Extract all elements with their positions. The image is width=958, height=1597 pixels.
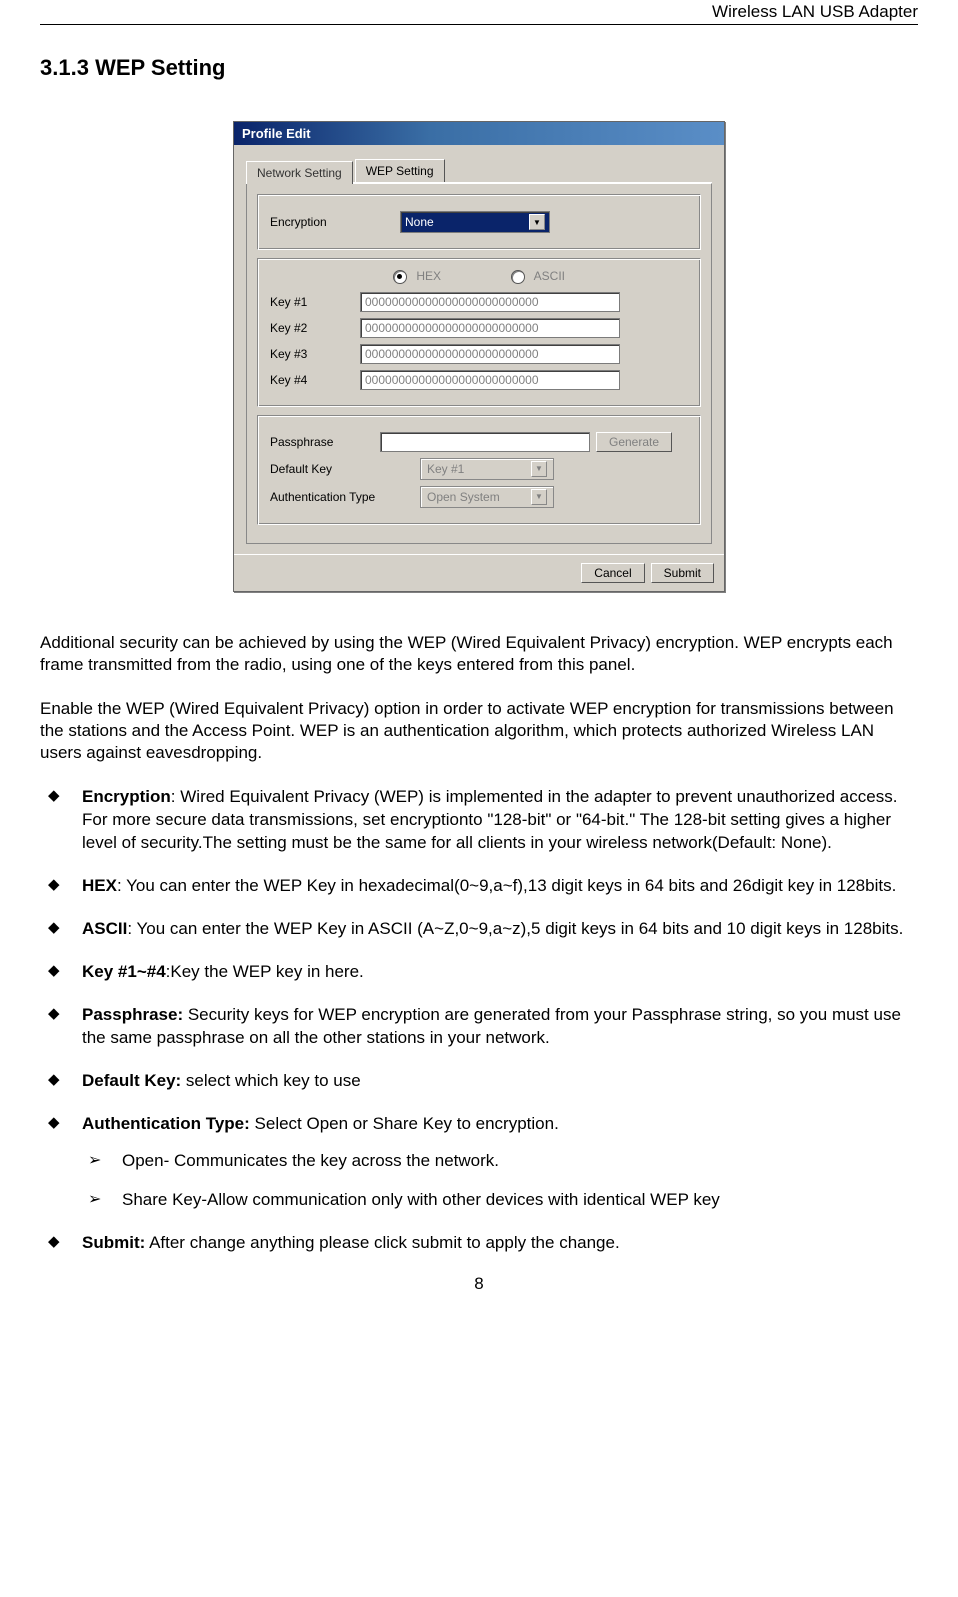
section-name: WEP Setting xyxy=(95,55,225,80)
header-product: Wireless LAN USB Adapter xyxy=(40,0,918,25)
bullet-encryption: Encryption: Wired Equivalent Privacy (WE… xyxy=(40,786,918,855)
key2-input[interactable] xyxy=(360,318,620,338)
radio-hex-label: HEX xyxy=(416,269,441,283)
radio-ascii[interactable]: ASCII xyxy=(511,269,565,284)
bullet-text: : You can enter the WEP Key in hexadecim… xyxy=(117,876,896,895)
bullet-term: HEX xyxy=(82,876,117,895)
bullet-text: : You can enter the WEP Key in ASCII (A~… xyxy=(127,919,903,938)
dialog-titlebar: Profile Edit xyxy=(234,122,724,145)
default-key-select[interactable]: Key #1 ▼ xyxy=(420,458,554,480)
auth-type-label: Authentication Type xyxy=(270,490,420,504)
submit-button[interactable]: Submit xyxy=(651,563,714,583)
bullet-default-key: Default Key: select which key to use xyxy=(40,1070,918,1093)
paragraph-2: Enable the WEP (Wired Equivalent Privacy… xyxy=(40,698,918,764)
encryption-select[interactable]: None ▼ xyxy=(400,211,550,233)
bullet-term: Passphrase: xyxy=(82,1005,183,1024)
bullet-term: Submit: xyxy=(82,1233,145,1252)
chevron-down-icon: ▼ xyxy=(529,214,545,230)
bullet-ascii: ASCII: You can enter the WEP Key in ASCI… xyxy=(40,918,918,941)
key3-label: Key #3 xyxy=(270,347,360,361)
passphrase-input[interactable] xyxy=(380,432,590,452)
bullet-passphrase: Passphrase: Security keys for WEP encryp… xyxy=(40,1004,918,1050)
auth-type-select[interactable]: Open System ▼ xyxy=(420,486,554,508)
section-number: 3.1.3 xyxy=(40,55,89,80)
bullet-text: :Key the WEP key in here. xyxy=(166,962,364,981)
section-title: 3.1.3 WEP Setting xyxy=(40,55,918,81)
bullet-submit: Submit: After change anything please cli… xyxy=(40,1232,918,1255)
default-key-value: Key #1 xyxy=(427,462,464,476)
radio-icon xyxy=(393,270,407,284)
bullet-text: Select Open or Share Key to encryption. xyxy=(250,1114,559,1133)
chevron-down-icon: ▼ xyxy=(531,461,547,477)
auth-type-value: Open System xyxy=(427,490,500,504)
key1-label: Key #1 xyxy=(270,295,360,309)
bullet-term: Encryption xyxy=(82,787,171,806)
radio-hex[interactable]: HEX xyxy=(393,269,441,284)
encryption-label: Encryption xyxy=(270,215,400,229)
cancel-button[interactable]: Cancel xyxy=(581,563,644,583)
passphrase-label: Passphrase xyxy=(270,435,380,449)
generate-button[interactable]: Generate xyxy=(596,432,672,452)
radio-icon xyxy=(511,270,525,284)
radio-ascii-label: ASCII xyxy=(534,269,565,283)
key4-input[interactable] xyxy=(360,370,620,390)
bullet-term: ASCII xyxy=(82,919,127,938)
page-number: 8 xyxy=(40,1274,918,1294)
sub-open: Open- Communicates the key across the ne… xyxy=(82,1150,918,1173)
chevron-down-icon: ▼ xyxy=(531,489,547,505)
bullet-text: select which key to use xyxy=(181,1071,361,1090)
key4-label: Key #4 xyxy=(270,373,360,387)
key1-input[interactable] xyxy=(360,292,620,312)
bullet-text: : Wired Equivalent Privacy (WEP) is impl… xyxy=(82,787,897,852)
tab-network-setting[interactable]: Network Setting xyxy=(246,161,353,184)
bullet-text: Security keys for WEP encryption are gen… xyxy=(82,1005,901,1047)
sub-share: Share Key-Allow communication only with … xyxy=(82,1189,918,1212)
encryption-value: None xyxy=(405,215,434,229)
bullet-term: Default Key: xyxy=(82,1071,181,1090)
bullet-keys: Key #1~#4:Key the WEP key in here. xyxy=(40,961,918,984)
bullet-term: Authentication Type: xyxy=(82,1114,250,1133)
bullet-term: Key #1~#4 xyxy=(82,962,166,981)
tab-wep-setting[interactable]: WEP Setting xyxy=(355,159,445,182)
key2-label: Key #2 xyxy=(270,321,360,335)
profile-edit-dialog: Profile Edit Network Setting WEP Setting… xyxy=(233,121,725,592)
default-key-label: Default Key xyxy=(270,462,420,476)
bullet-auth: Authentication Type: Select Open or Shar… xyxy=(40,1113,918,1212)
paragraph-1: Additional security can be achieved by u… xyxy=(40,632,918,676)
key3-input[interactable] xyxy=(360,344,620,364)
bullet-text: After change anything please click submi… xyxy=(145,1233,619,1252)
bullet-hex: HEX: You can enter the WEP Key in hexade… xyxy=(40,875,918,898)
